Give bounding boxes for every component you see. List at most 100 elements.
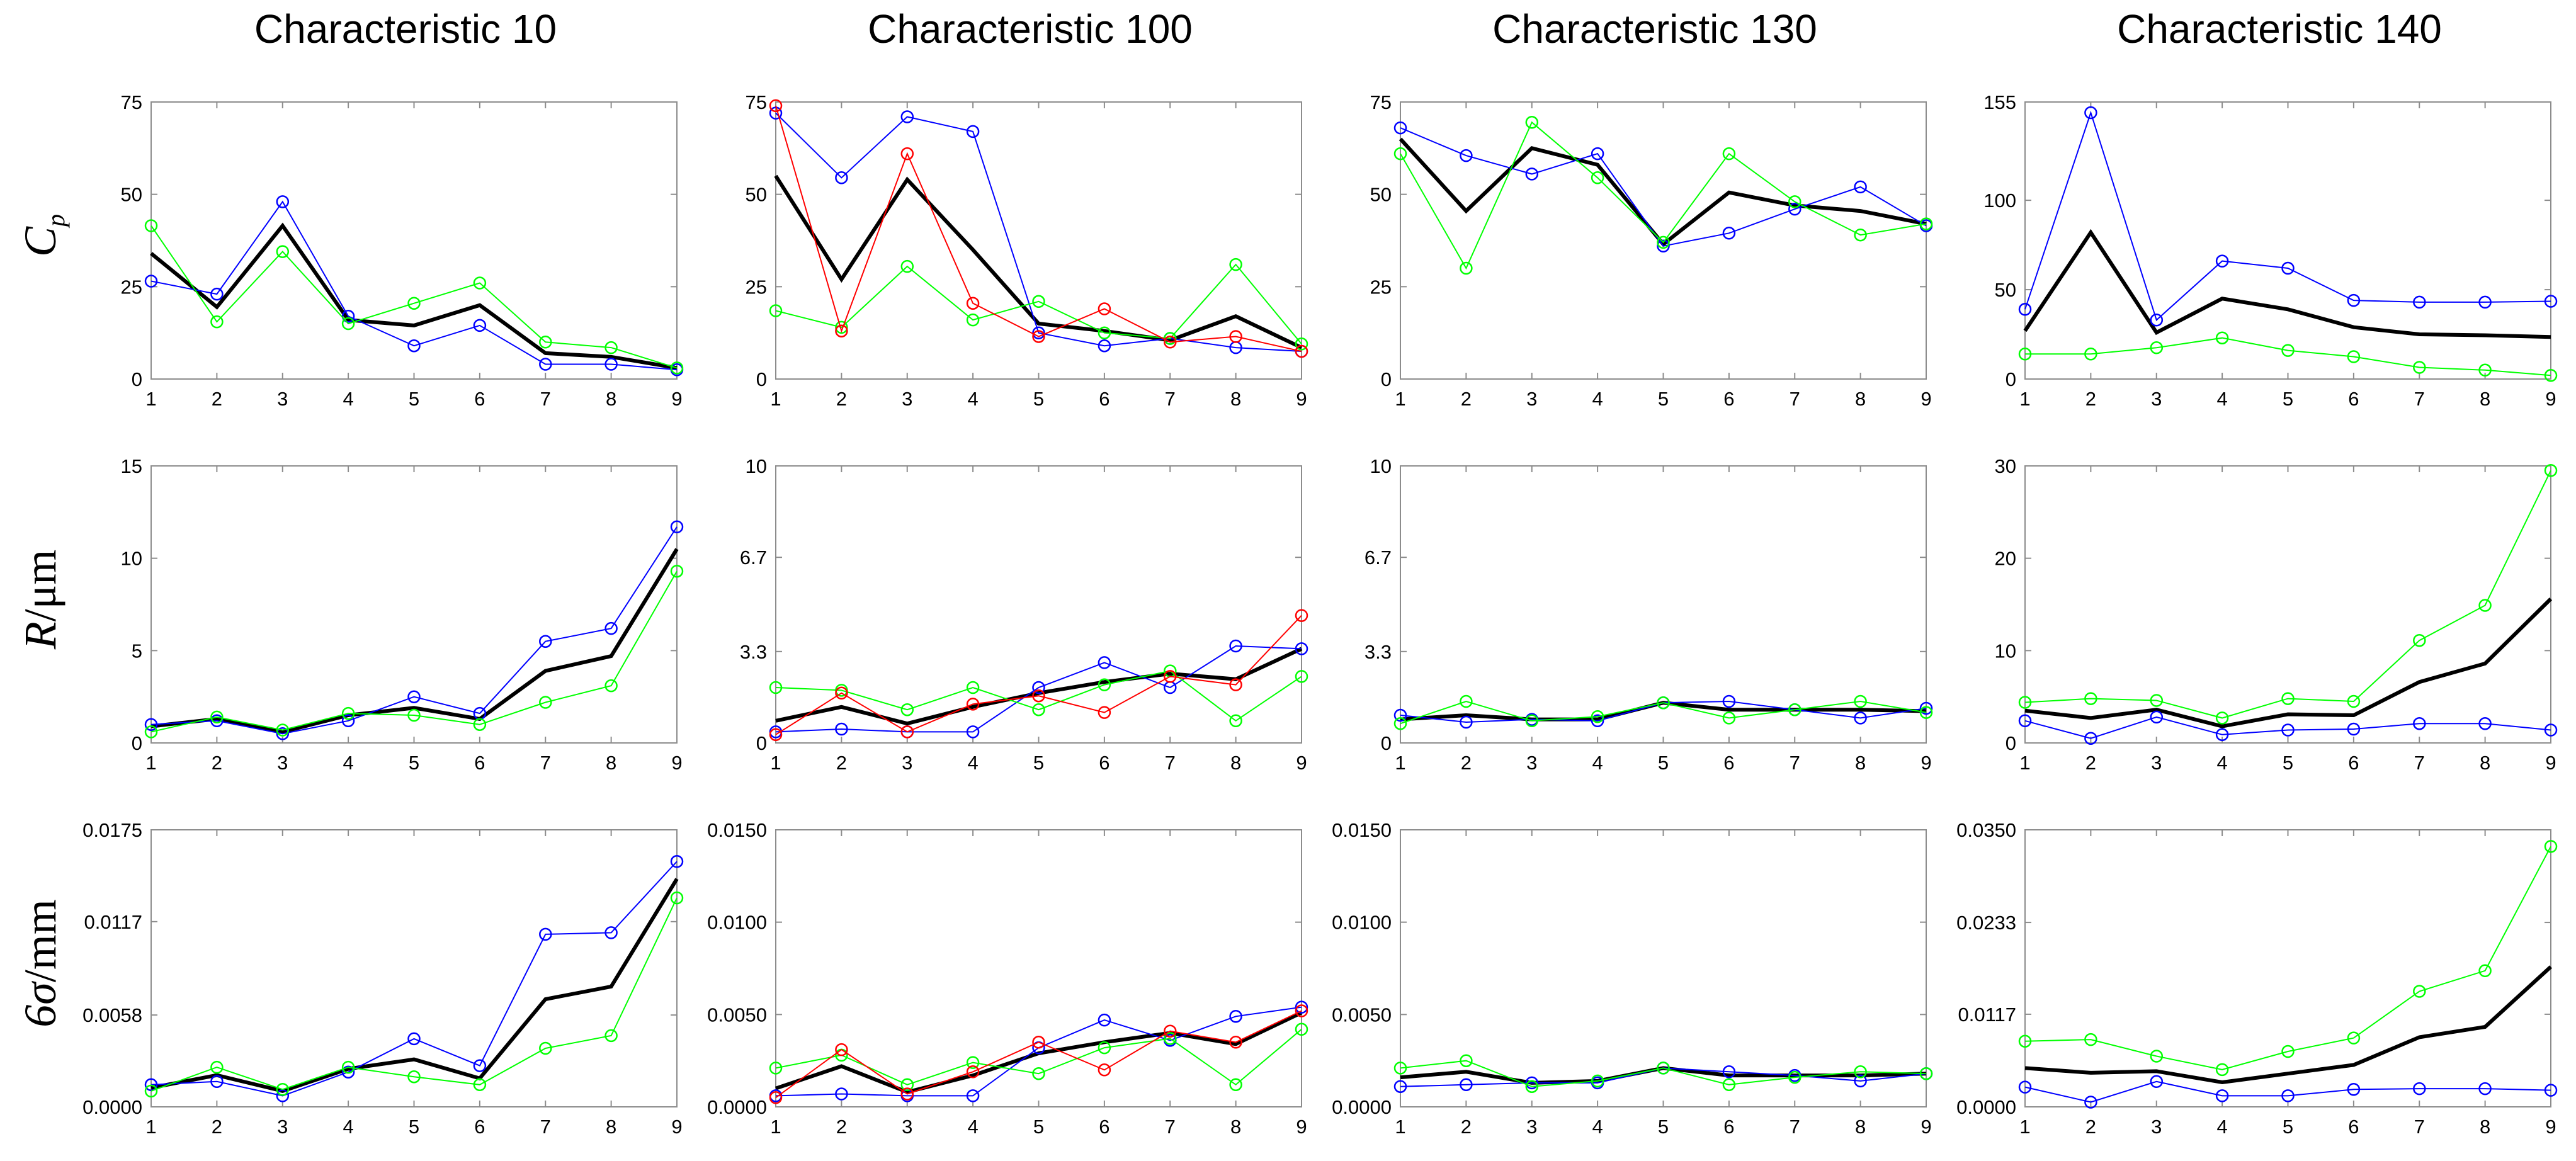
data-point-green bbox=[2215, 711, 2229, 725]
data-point-red bbox=[1032, 1036, 1045, 1049]
data-point-blue bbox=[2150, 314, 2164, 327]
x-tick-label: 2 bbox=[1461, 752, 1472, 774]
x-tick-label: 5 bbox=[2283, 388, 2293, 410]
series-line-blue bbox=[2024, 110, 2551, 322]
series-line-blue bbox=[150, 861, 678, 1097]
row-label-cp: Cp bbox=[15, 214, 70, 257]
data-point-green bbox=[341, 1060, 355, 1074]
x-tick-label: 3 bbox=[902, 752, 912, 774]
data-point-green bbox=[2544, 840, 2558, 853]
y-tick-label: 75 bbox=[1370, 91, 1392, 113]
data-point-blue bbox=[1722, 1065, 1736, 1079]
data-point-blue bbox=[1393, 121, 1407, 135]
data-point-green bbox=[407, 297, 421, 310]
data-point-green bbox=[473, 718, 487, 731]
data-point-green bbox=[539, 696, 552, 709]
data-point-green bbox=[1722, 147, 1736, 161]
x-tick-label: 7 bbox=[540, 1116, 551, 1138]
x-tick-label: 1 bbox=[2019, 388, 2030, 410]
data-point-blue bbox=[1393, 708, 1407, 722]
y-tick-label: 50 bbox=[746, 184, 767, 206]
row-label-6sigma-main: 6σ bbox=[15, 981, 65, 1028]
row-label-r-main: R bbox=[15, 621, 65, 650]
series-line-mean bbox=[2024, 597, 2553, 728]
data-point-blue bbox=[2544, 1084, 2558, 1097]
y-tick-label: 0.0175 bbox=[82, 819, 142, 841]
x-tick-label: 9 bbox=[1296, 752, 1307, 774]
x-tick-label: 8 bbox=[2480, 388, 2490, 410]
data-point-blue bbox=[341, 310, 355, 323]
y-tick-label: 0 bbox=[2006, 368, 2016, 390]
data-point-green bbox=[1393, 147, 1407, 161]
data-point-green bbox=[769, 304, 783, 317]
data-point-green bbox=[1295, 1022, 1308, 1036]
data-point-blue bbox=[1854, 711, 1867, 725]
data-point-blue bbox=[2150, 1075, 2164, 1089]
y-tick-label: 3.3 bbox=[740, 641, 767, 663]
x-tick-label: 6 bbox=[2348, 752, 2359, 774]
data-point-red bbox=[835, 686, 848, 700]
x-tick-label: 1 bbox=[145, 1116, 156, 1138]
x-tick-label: 3 bbox=[902, 388, 912, 410]
data-point-green bbox=[473, 276, 487, 290]
data-point-blue bbox=[1525, 1076, 1539, 1090]
data-point-green bbox=[2347, 1031, 2361, 1045]
x-tick-label: 8 bbox=[606, 388, 616, 410]
data-point-blue bbox=[670, 855, 684, 868]
y-tick-label: 0 bbox=[1381, 368, 1392, 390]
y-tick-label: 6.7 bbox=[740, 547, 767, 569]
series-line-blue bbox=[775, 112, 1302, 352]
data-point-green bbox=[341, 706, 355, 720]
data-point-green bbox=[2215, 1063, 2229, 1077]
plot-frame bbox=[2024, 101, 2551, 380]
y-tick-label: 0.0000 bbox=[82, 1096, 142, 1118]
x-tick-label: 8 bbox=[2480, 1116, 2490, 1138]
data-point-green bbox=[1229, 1078, 1242, 1092]
x-tick-label: 4 bbox=[1592, 752, 1603, 774]
data-point-blue bbox=[1032, 681, 1045, 694]
x-tick-label: 5 bbox=[2283, 1116, 2293, 1138]
data-point-blue bbox=[2347, 722, 2361, 736]
data-point-blue bbox=[276, 195, 290, 208]
data-point-green bbox=[2413, 633, 2426, 647]
data-point-green bbox=[1164, 1032, 1177, 1045]
y-tick-label: 0 bbox=[1381, 732, 1392, 754]
x-tick-label: 1 bbox=[2019, 752, 2030, 774]
data-point-red bbox=[1032, 330, 1045, 343]
y-tick-label: 50 bbox=[1370, 184, 1392, 206]
data-point-green bbox=[2413, 361, 2426, 374]
data-point-red bbox=[1229, 678, 1242, 691]
x-tick-label: 1 bbox=[1395, 752, 1405, 774]
y-tick-label: 6.7 bbox=[1365, 547, 1392, 569]
data-point-green bbox=[835, 320, 848, 334]
x-tick-label: 1 bbox=[145, 752, 156, 774]
data-point-green bbox=[2281, 692, 2295, 705]
data-point-green bbox=[407, 708, 421, 722]
data-point-green bbox=[2150, 694, 2164, 707]
x-tick-label: 8 bbox=[1230, 752, 1241, 774]
series-line-mean bbox=[2023, 229, 2551, 339]
x-tick-label: 6 bbox=[1099, 388, 1109, 410]
data-point-red bbox=[966, 1065, 980, 1079]
x-tick-label: 2 bbox=[836, 752, 847, 774]
x-tick-label: 3 bbox=[1526, 388, 1537, 410]
data-point-green bbox=[1854, 228, 1867, 242]
data-point-blue bbox=[2281, 261, 2295, 275]
y-tick-label: 3.3 bbox=[1365, 641, 1392, 663]
x-tick-label: 3 bbox=[277, 752, 288, 774]
series-line-blue bbox=[2024, 716, 2551, 739]
series-line-mean bbox=[1399, 137, 1927, 247]
data-point-blue bbox=[900, 110, 914, 123]
data-point-blue bbox=[1460, 1078, 1473, 1092]
data-point-blue bbox=[539, 358, 552, 371]
data-point-green bbox=[2150, 341, 2164, 354]
data-point-green bbox=[670, 361, 684, 375]
series-line-mean bbox=[1400, 1066, 1927, 1085]
x-tick-label: 6 bbox=[1723, 388, 1734, 410]
data-point-green bbox=[2347, 694, 2361, 708]
x-tick-label: 2 bbox=[1461, 388, 1472, 410]
series-line-blue bbox=[775, 645, 1302, 733]
data-point-green bbox=[2281, 344, 2295, 357]
data-point-blue bbox=[2018, 303, 2032, 316]
data-point-blue bbox=[1229, 1010, 1242, 1023]
